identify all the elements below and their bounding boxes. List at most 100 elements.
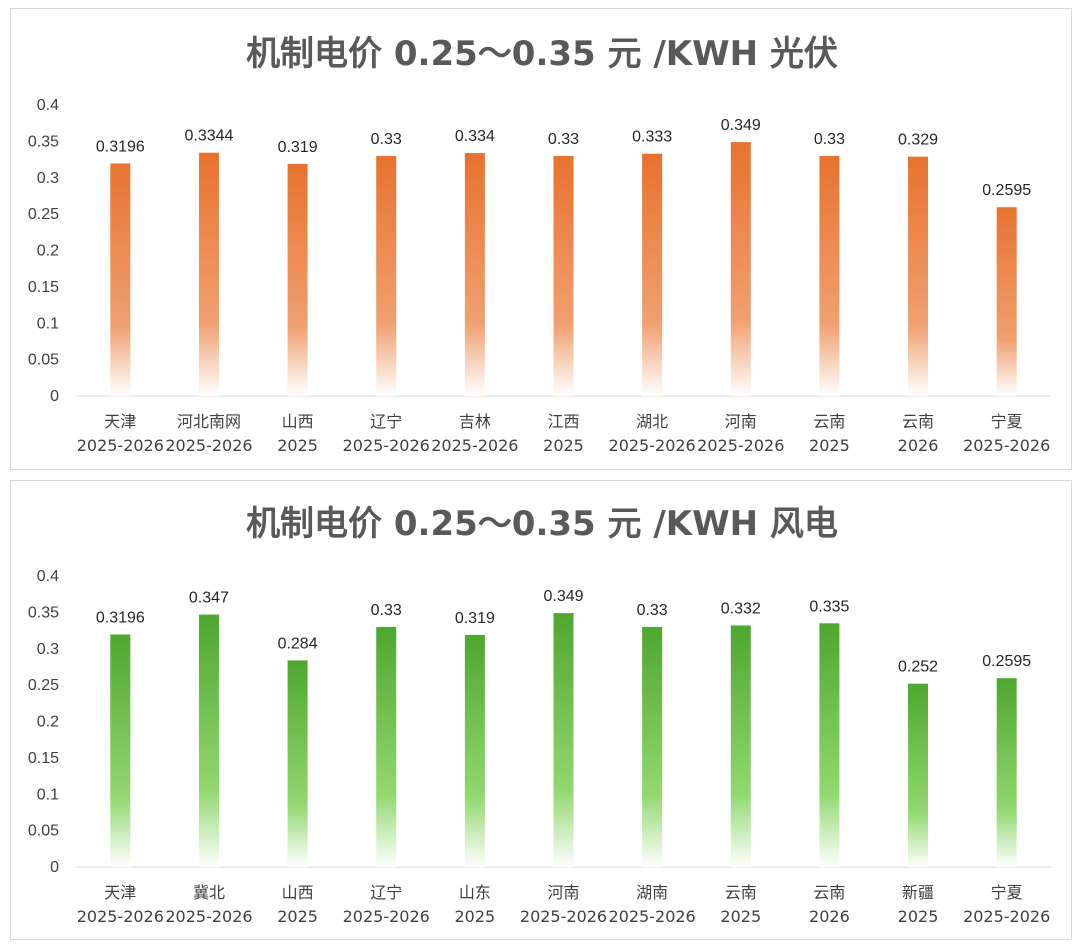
x-tick-label-year: 2026 <box>809 907 850 926</box>
y-tick-label: 0.1 <box>37 315 59 332</box>
x-tick-label-year: 2025 <box>277 907 318 926</box>
bar <box>819 623 840 867</box>
bar <box>198 152 219 396</box>
x-tick-label-region: 云南 <box>725 883 757 902</box>
bar <box>996 207 1017 396</box>
x-tick-label-region: 天津 <box>104 412 136 431</box>
data-label: 0.334 <box>455 128 495 145</box>
bar <box>110 634 131 867</box>
x-tick-label-region: 冀北 <box>193 883 225 902</box>
data-label: 0.33 <box>371 131 402 148</box>
x-tick-label-region: 江西 <box>547 412 579 431</box>
y-tick-label: 0 <box>50 388 59 405</box>
y-tick-label: 0.4 <box>37 568 59 585</box>
y-tick-label: 0.05 <box>28 352 59 369</box>
chart-svg: 机制电价 0.25～0.35 元 /KWH 光伏 0 0.05 0.1 0.15 0.2 0… <box>28 34 1051 455</box>
bar <box>996 678 1017 867</box>
solar-price-chart: 机制电价 0.25～0.35 元 /KWH 光伏 0 0.05 0.1 0.15 0.2 0… <box>10 8 1072 470</box>
bar <box>819 155 840 396</box>
data-label: 0.329 <box>898 132 938 149</box>
x-tick-label-region: 新疆 <box>902 883 934 902</box>
x-tick-label-year: 2025-2026 <box>609 436 696 455</box>
x-tick-label-year: 2025-2026 <box>77 907 164 926</box>
y-tick-label: 0 <box>50 859 59 876</box>
x-tick-label-region: 云南 <box>813 883 845 902</box>
data-label: 0.33 <box>371 602 402 619</box>
x-tick-label-region: 天津 <box>104 883 136 902</box>
x-tick-label-region: 云南 <box>813 412 845 431</box>
x-tick-label-region: 吉林 <box>459 412 491 431</box>
y-tick-label: 0.25 <box>28 206 59 223</box>
x-tick-label-year: 2025 <box>455 907 496 926</box>
data-label: 0.319 <box>455 610 495 627</box>
y-tick-label: 0.25 <box>28 677 59 694</box>
data-label: 0.349 <box>721 117 761 134</box>
y-tick-label: 0.2 <box>37 243 59 260</box>
data-label: 0.3344 <box>184 128 233 145</box>
data-label: 0.332 <box>721 600 761 617</box>
bar <box>376 626 397 867</box>
x-tick-label-region: 辽宁 <box>370 412 402 431</box>
data-label: 0.33 <box>814 131 845 148</box>
x-tick-label-year: 2025-2026 <box>165 436 252 455</box>
x-tick-label-region: 河南 <box>725 412 757 431</box>
x-tick-label-year: 2025-2026 <box>609 907 696 926</box>
bar <box>464 153 485 396</box>
x-tick-label-region: 辽宁 <box>370 883 402 902</box>
data-label: 0.347 <box>189 590 229 607</box>
bar <box>908 156 929 396</box>
y-tick-label: 0.4 <box>37 97 59 114</box>
x-tick-label-year: 2025-2026 <box>963 436 1050 455</box>
bar <box>287 660 308 867</box>
x-tick-label-year: 2025-2026 <box>343 436 430 455</box>
x-tick-label-region: 河北南网 <box>177 412 241 431</box>
x-tick-label-year: 2025-2026 <box>343 907 430 926</box>
y-tick-label: 0.3 <box>37 170 59 187</box>
bar <box>730 625 751 867</box>
x-tick-label-region: 湖北 <box>636 412 668 431</box>
data-label: 0.2595 <box>982 653 1031 670</box>
x-tick-label-year: 2025-2026 <box>963 907 1050 926</box>
x-tick-label-year: 2025-2026 <box>431 436 518 455</box>
x-tick-label-year: 2025-2026 <box>165 907 252 926</box>
y-tick-label: 0.15 <box>28 279 59 296</box>
data-label: 0.319 <box>278 139 318 156</box>
chart-title: 机制电价 0.25～0.35 元 /KWH 风电 <box>246 504 838 544</box>
bar <box>908 683 929 867</box>
data-label: 0.335 <box>809 598 849 615</box>
x-tick-label-year: 2025 <box>809 436 850 455</box>
y-tick-label: 0.2 <box>37 714 59 731</box>
y-tick-label: 0.05 <box>28 823 59 840</box>
x-tick-label-region: 山西 <box>282 883 314 902</box>
y-tick-label: 0.35 <box>28 133 59 150</box>
y-tick-label: 0.35 <box>28 604 59 621</box>
bar <box>287 163 308 396</box>
data-label: 0.252 <box>898 659 938 676</box>
x-tick-label-region: 山西 <box>282 412 314 431</box>
bar <box>730 142 751 396</box>
bar <box>110 163 131 396</box>
x-tick-label-region: 湖南 <box>636 883 668 902</box>
x-tick-label-year: 2025-2026 <box>520 907 607 926</box>
bar <box>642 626 663 867</box>
x-tick-label-year: 2025 <box>277 436 318 455</box>
data-label: 0.349 <box>543 588 583 605</box>
x-tick-label-region: 宁夏 <box>991 883 1023 902</box>
data-label: 0.3196 <box>96 138 145 155</box>
data-label: 0.284 <box>278 635 318 652</box>
data-label: 0.33 <box>548 131 579 148</box>
bar <box>464 634 485 867</box>
x-tick-label-region: 云南 <box>902 412 934 431</box>
x-tick-label-year: 2026 <box>898 436 939 455</box>
bar <box>198 614 219 867</box>
x-tick-label-region: 山东 <box>459 883 491 902</box>
chart-svg: 机制电价 0.25～0.35 元 /KWH 风电 0 0.05 0.1 0.15 0.2 0… <box>28 504 1051 926</box>
data-label: 0.33 <box>637 602 668 619</box>
y-tick-label: 0.15 <box>28 750 59 767</box>
wind-price-chart: 机制电价 0.25～0.35 元 /KWH 风电 0 0.05 0.1 0.15 0.2 0… <box>10 480 1072 940</box>
data-label: 0.3196 <box>96 609 145 626</box>
chart-title: 机制电价 0.25～0.35 元 /KWH 光伏 <box>246 34 838 74</box>
bar <box>553 155 574 396</box>
x-tick-label-year: 2025 <box>898 907 939 926</box>
x-tick-label-region: 宁夏 <box>991 412 1023 431</box>
